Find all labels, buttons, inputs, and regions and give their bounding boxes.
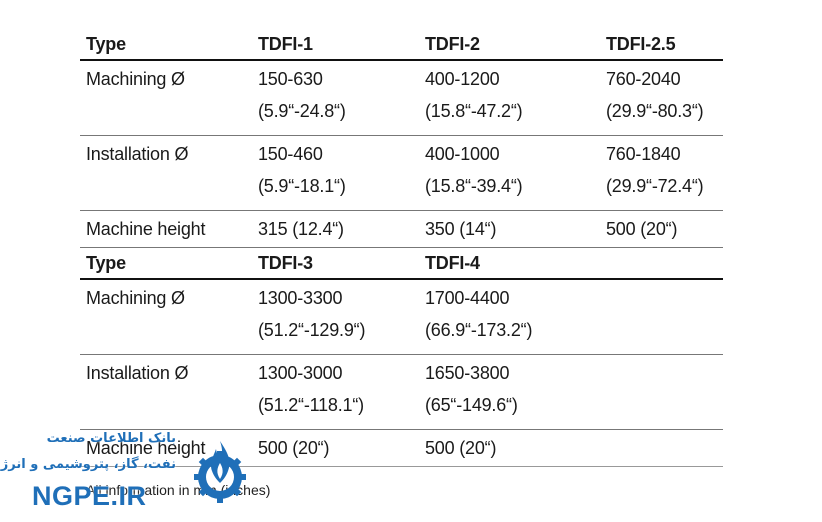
row-label: Machining Ø (80, 60, 252, 136)
table-cell: 760-2040 (29.9“-80.3“) (600, 60, 723, 136)
table-cell: 400-1000 (15.8“-39.4“) (419, 135, 600, 211)
table-row: Machine height 315 (12.4“) 350 (14“) 500… (80, 210, 723, 248)
header-type: Type (80, 247, 252, 280)
table-cell: 1700-4400 (66.9“-173.2“) (419, 279, 600, 355)
table-cell (600, 429, 723, 467)
table-cell: 500 (20“) (600, 210, 723, 248)
header-model: TDFI-4 (419, 247, 600, 280)
header-empty (600, 247, 723, 280)
header-model: TDFI-1 (252, 29, 419, 61)
header-model: TDFI-2 (419, 29, 600, 61)
table-cell: 1300-3300 (51.2“-129.9“) (252, 279, 419, 355)
table-row: Machining Ø 150-630 (5.9“-24.8“) 400-1200… (80, 60, 723, 136)
table-row: Installation Ø 1300-3000 (51.2“-118.1“) 1… (80, 354, 723, 430)
table-cell: 315 (12.4“) (252, 210, 419, 248)
table-cell (600, 354, 723, 430)
table-cell: 350 (14“) (419, 210, 600, 248)
table-cell: 150-460 (5.9“-18.1“) (252, 135, 419, 211)
table-cell: 400-1200 (15.8“-47.2“) (419, 60, 600, 136)
table-row: Machine height 500 (20“) 500 (20“) (80, 429, 723, 467)
row-label: Installation Ø (80, 354, 252, 430)
table-cell: 500 (20“) (419, 429, 600, 467)
table-cell: 150-630 (5.9“-24.8“) (252, 60, 419, 136)
spec-table: Type TDFI-1 TDFI-2 TDFI-2.5 Machining Ø … (80, 29, 723, 467)
table-cell: 1300-3000 (51.2“-118.1“) (252, 354, 419, 430)
table-cell: 500 (20“) (252, 429, 419, 467)
footnote: All information in mm (inches) (86, 482, 271, 498)
row-label: Installation Ø (80, 135, 252, 211)
row-label: Machine height (80, 429, 252, 467)
table-row: Machining Ø 1300-3300 (51.2“-129.9“) 1700… (80, 279, 723, 355)
row-label: Machining Ø (80, 279, 252, 355)
header-row-1: Type TDFI-1 TDFI-2 TDFI-2.5 (80, 29, 723, 61)
header-row-2: Type TDFI-3 TDFI-4 (80, 247, 723, 280)
header-model: TDFI-2.5 (600, 29, 723, 61)
header-type: Type (80, 29, 252, 61)
table-cell: 1650-3800 (65“-149.6“) (419, 354, 600, 430)
header-model: TDFI-3 (252, 247, 419, 280)
table-cell (600, 279, 723, 355)
row-label: Machine height (80, 210, 252, 248)
table-row: Installation Ø 150-460 (5.9“-18.1“) 400-1… (80, 135, 723, 211)
table-cell: 760-1840 (29.9“-72.4“) (600, 135, 723, 211)
